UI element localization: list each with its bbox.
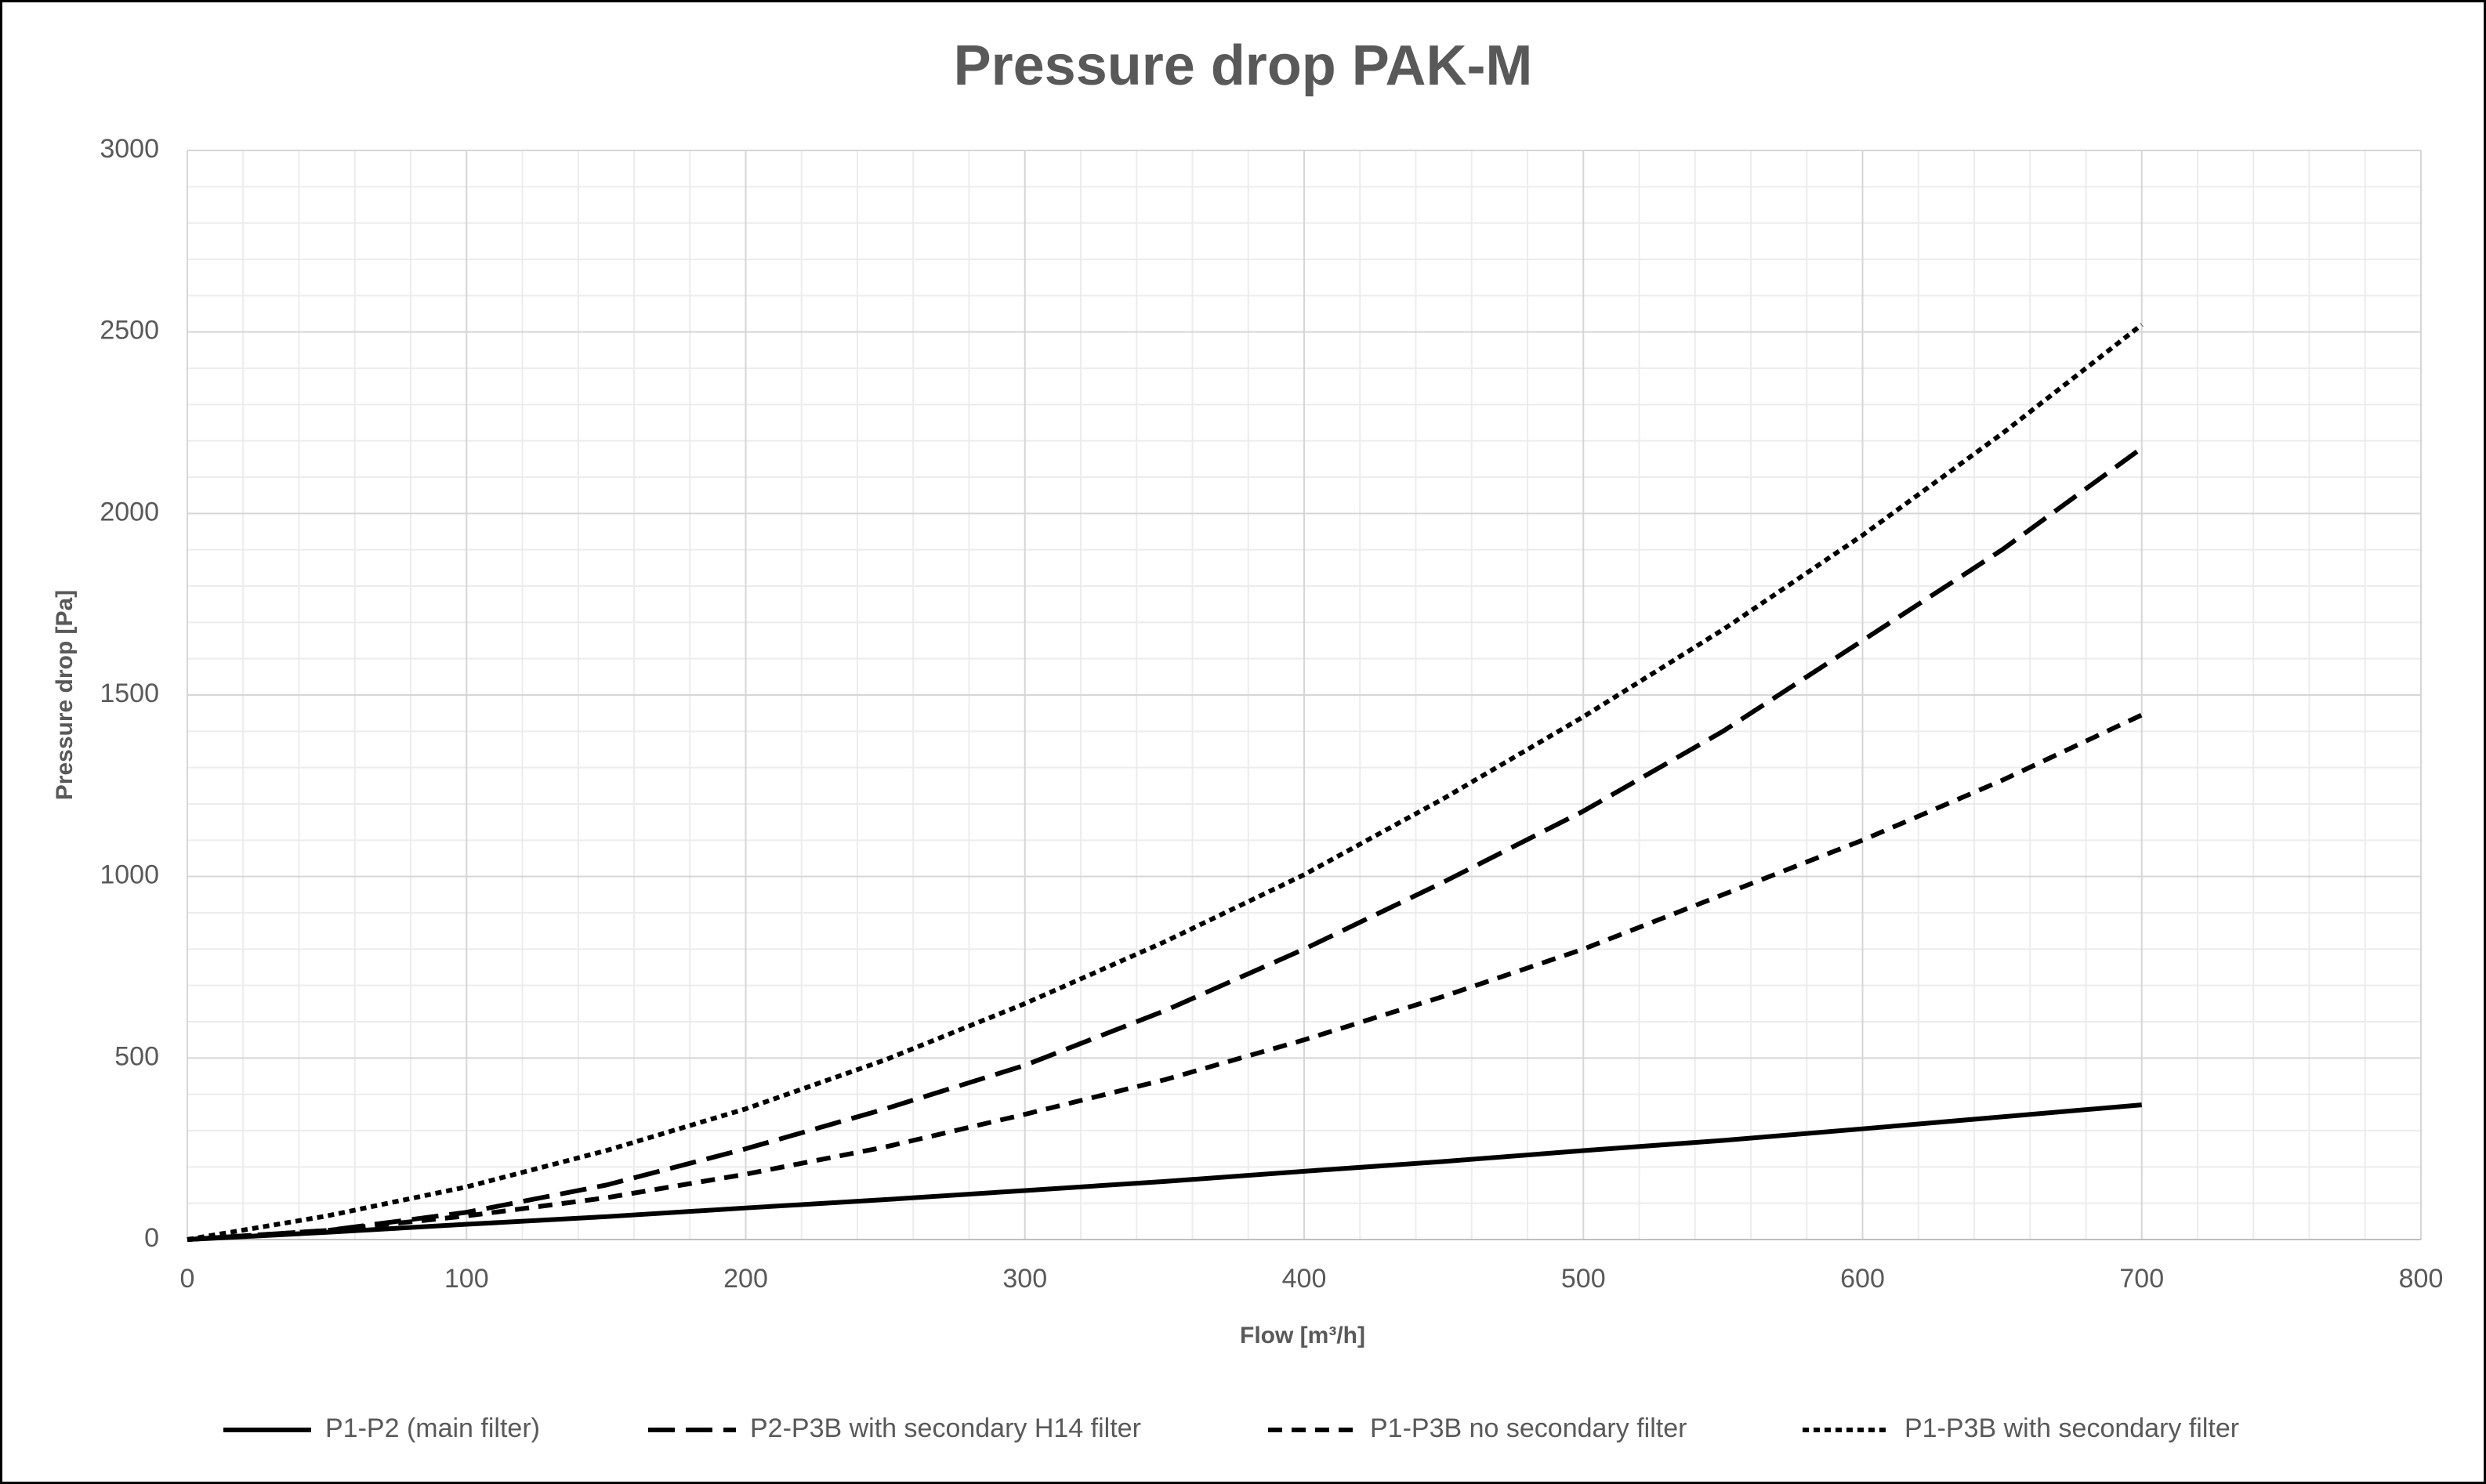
- x-axis-title: Flow [m³/h]: [1240, 1323, 1365, 1348]
- series-line: [187, 446, 2144, 1242]
- x-tick-label: 500: [1561, 1264, 1606, 1294]
- series-line: [187, 1102, 2143, 1242]
- legend-label: P1-P3B no secondary filter: [1370, 1413, 1687, 1443]
- y-tick-label: 500: [114, 1041, 159, 1071]
- legend-label: P1-P3B with secondary filter: [1904, 1413, 2239, 1443]
- series-line: [187, 712, 2144, 1242]
- y-axis-title: Pressure drop [Pa]: [52, 590, 78, 800]
- series-line: [187, 323, 2144, 1242]
- grid: [187, 150, 2422, 1240]
- x-tick-label: 400: [1282, 1264, 1327, 1294]
- x-tick-label: 200: [723, 1264, 768, 1294]
- x-tick-label: 600: [1840, 1264, 1885, 1294]
- legend-label: P2-P3B with secondary H14 filter: [750, 1413, 1141, 1443]
- x-tick-label: 0: [180, 1264, 195, 1294]
- y-tick-label: 0: [144, 1223, 159, 1253]
- y-tick-label: 1000: [100, 860, 159, 890]
- y-tick-label: 1500: [100, 679, 159, 708]
- x-tick-label: 100: [444, 1264, 489, 1294]
- x-tick-label: 700: [2119, 1264, 2164, 1294]
- legend-label: P1-P2 (main filter): [325, 1413, 540, 1443]
- x-tick-label: 300: [1002, 1264, 1047, 1294]
- y-tick-label: 3000: [100, 134, 159, 164]
- y-tick-label: 2000: [100, 497, 159, 527]
- x-tick-label: 800: [2399, 1264, 2444, 1294]
- chart-title: Pressure drop PAK-M: [954, 34, 1533, 97]
- y-tick-label: 2500: [100, 316, 159, 346]
